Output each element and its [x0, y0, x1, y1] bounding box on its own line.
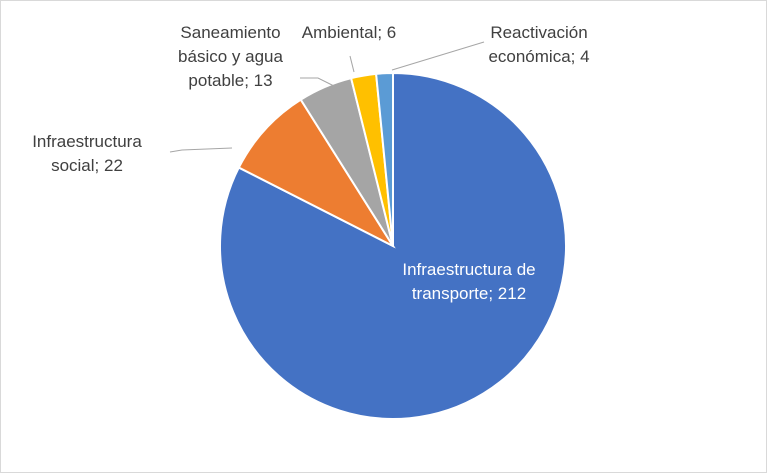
pie-slice: [375, 71, 394, 247]
data-label: Reactivación económica; 4: [488, 23, 590, 66]
leader-line: [300, 77, 335, 87]
data-label: Ambiental; 6: [301, 23, 397, 42]
slices: [219, 71, 567, 420]
data-label: Saneamiento básico y agua potable; 13: [178, 23, 283, 90]
leader-lines: [169, 41, 485, 153]
data-label: Infraestructura de transporte; 212: [402, 260, 536, 303]
leader-line: [391, 41, 485, 71]
leader-line: [169, 147, 233, 153]
leader-line: [349, 55, 355, 73]
data-label: Infraestructura social; 22: [32, 132, 142, 175]
pie-slice: [237, 98, 396, 249]
